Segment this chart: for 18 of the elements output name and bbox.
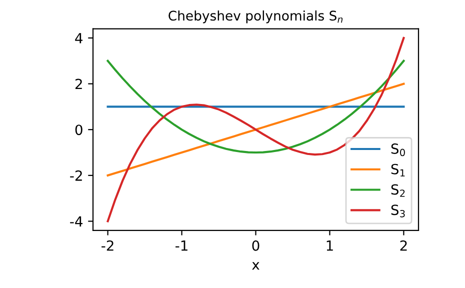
line-series <box>106 36 405 222</box>
legend-label: S$_{3}$ <box>391 204 405 218</box>
x-tick-label: -2 <box>102 240 114 251</box>
x-tick-label: 0 <box>252 240 260 251</box>
y-tick-label: 2 <box>75 78 82 90</box>
x-tick-label: -1 <box>176 240 188 251</box>
chart-title: Chebyshev polynomials S$_{n}$ <box>168 10 343 24</box>
legend-label: S$_{0}$ <box>391 143 405 156</box>
x-axis-title: x <box>252 262 260 270</box>
y-tick-label: -4 <box>70 216 82 227</box>
x-tick-label: 1 <box>326 240 333 251</box>
legend-label: S$_{2}$ <box>391 184 405 197</box>
y-tick-label: 0 <box>75 124 82 136</box>
y-tick-label: 4 <box>75 33 82 44</box>
line-series <box>106 82 405 176</box>
y-tick-label: -2 <box>70 170 82 181</box>
legend-label: S$_{1}$ <box>391 164 405 176</box>
x-tick-label: 2 <box>400 240 407 251</box>
